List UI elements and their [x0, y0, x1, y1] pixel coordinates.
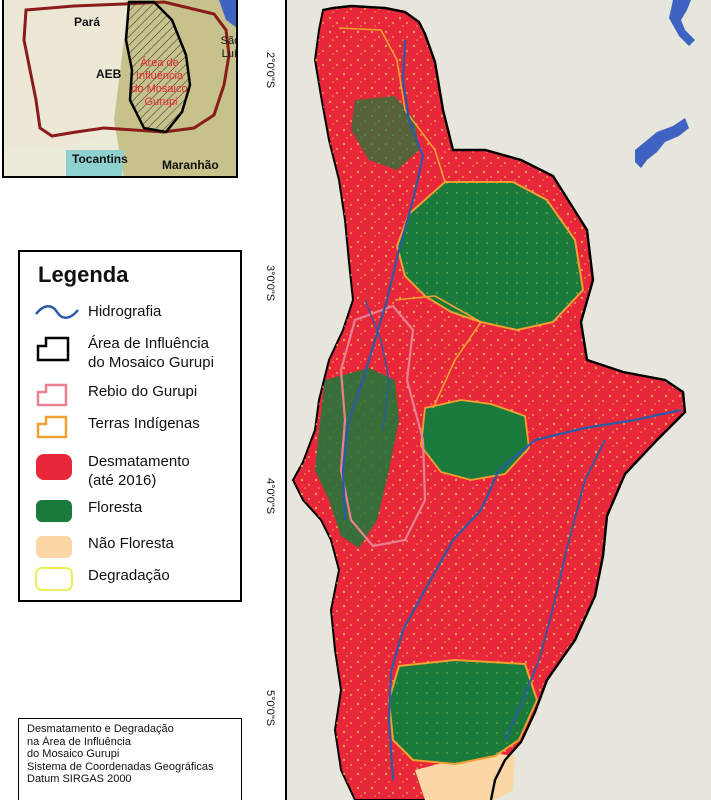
mosaico-area [124, 0, 192, 134]
label-aeb: AEB [96, 67, 122, 81]
legend-label: Área de Influência do Mosaico Gurupi [88, 335, 214, 371]
map-info-box: Desmatamento e Degradação na Área de Inf… [18, 718, 242, 800]
info-text: Desmatamento e Degradação [27, 723, 174, 735]
indigenous-outline-icon [36, 415, 68, 439]
label-tocantins: Tocantins [72, 152, 128, 166]
forest-north-scatter [351, 96, 419, 170]
water-north [669, 0, 695, 46]
rebio-outline-icon [36, 383, 68, 407]
legend-label: Desmatamento (até 2016) [88, 453, 190, 489]
info-line-3: do Mosaico Gurupi [27, 748, 120, 760]
forest-south-texture [389, 660, 537, 764]
lat-tick-3s: 3°0'0"S [264, 265, 276, 302]
lat-tick-5s: 5°0'0"S [264, 690, 276, 727]
info-line-4: Sistema de Coordenadas Geográficas [27, 760, 214, 773]
forest-fill-icon [36, 500, 72, 522]
left-panel: Pará AEB Área de Influência do Mosaico G… [0, 0, 285, 800]
sea-area [219, 0, 236, 28]
non-forest-patch [415, 752, 515, 800]
rebio-gurupi-outline [339, 304, 427, 548]
inset-map-svg: Pará AEB Área de Influência do Mosaico G… [4, 0, 238, 176]
lat-tick-2s: 2°0'0"S [264, 52, 276, 89]
river-pindare [387, 408, 682, 781]
indigenous-land-south [387, 658, 539, 766]
river-tributary-west [364, 299, 390, 431]
para-region [4, 0, 129, 150]
forest-central-block [421, 400, 529, 480]
area-outline-icon [36, 336, 70, 362]
lat-tick-4s: 4°0'0"S [264, 478, 276, 515]
legend-label: Hidrografia [88, 303, 162, 320]
label-sao-luis: São Luís [221, 35, 238, 60]
legend-label: Terras Indígenas [88, 415, 200, 432]
info-line-2: na Área de Influência [27, 735, 131, 748]
aeb-boundary [22, 0, 231, 138]
legend-label: Floresta [88, 499, 143, 516]
map-legend: Legenda Hidrografia Área de Influência d… [18, 250, 242, 602]
label-area-influencia: Área de Influência do Mosaico Gurupi [131, 56, 190, 108]
legend-title: Legenda [38, 262, 129, 287]
hydrography-line-icon [35, 305, 79, 319]
tocantins-region [66, 150, 124, 176]
main-map [285, 0, 711, 800]
legend-label: Rebio do Gurupi [88, 383, 198, 400]
legend-label: Degradação [88, 567, 170, 584]
indigenous-land-central [420, 399, 530, 481]
river-tributary [504, 439, 606, 741]
main-map-svg [285, 0, 711, 800]
label-para: Pará [74, 15, 100, 29]
legend-label: Não Floresta [88, 535, 174, 552]
area-influence-boundary [322, 4, 687, 800]
deforestation-fill-icon [36, 454, 72, 480]
label-maranhao: Maranhão [162, 158, 219, 172]
info-line-5: Datum SIRGAS 2000 [27, 773, 132, 785]
forest-north-texture [397, 182, 583, 330]
forest-west-block [315, 368, 399, 548]
info-line-1: Desmatamento e Degradação [27, 723, 233, 736]
non-forest-fill-icon [36, 536, 72, 558]
indigenous-land-border-north [338, 27, 446, 183]
degradation-outline-icon [35, 567, 73, 591]
river-gurupi [341, 39, 425, 521]
water-bay [635, 118, 689, 168]
indigenous-land-divider [394, 295, 483, 409]
inset-locator-map: Pará AEB Área de Influência do Mosaico G… [2, 0, 238, 178]
